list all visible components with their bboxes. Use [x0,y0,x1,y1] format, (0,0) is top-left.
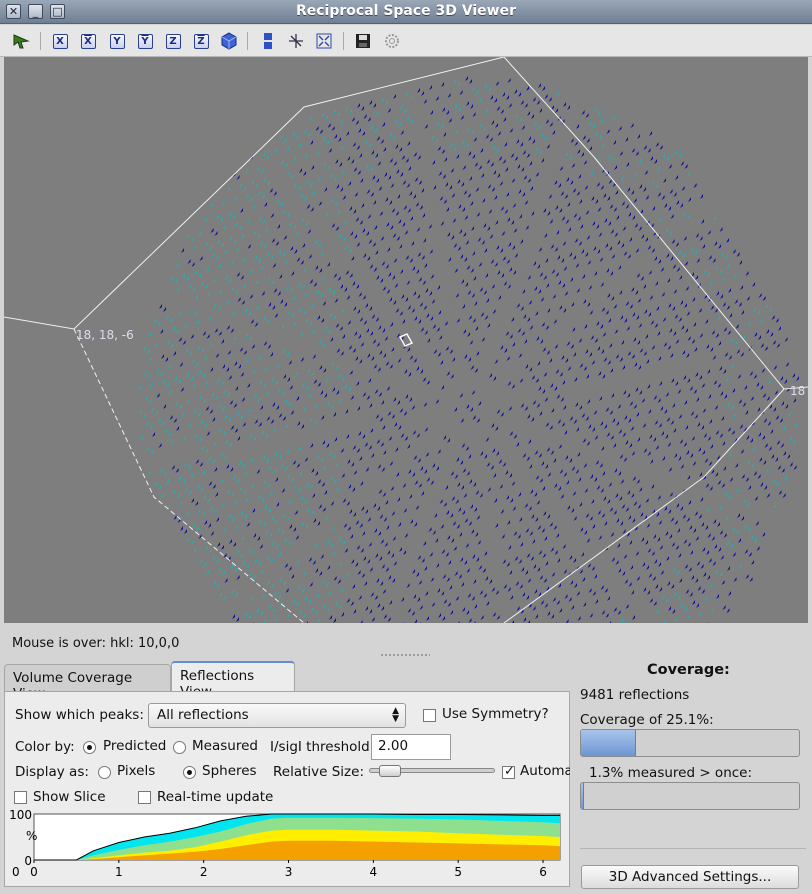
view-y-icon[interactable]: Y [106,30,128,52]
color-predicted-radio[interactable] [83,741,96,754]
toolbar-separator [247,32,248,50]
display-as-label: Display as: [15,764,89,780]
toolbar: X X Y Y Z Z [0,25,812,57]
select-tool-icon[interactable] [10,30,32,52]
y-tick-label-cut: 0 [12,865,20,879]
minimize-icon[interactable]: _ [28,4,43,19]
y-tick-label: 0 [24,854,32,868]
reflection-dots [138,76,799,623]
maximize-icon[interactable]: □ [50,4,65,19]
realtime-update-label: Real-time update [157,789,274,805]
tab-volume-coverage[interactable]: Volume Coverage View [4,664,171,702]
corner-label-right: 18 [790,384,805,398]
threshold-input[interactable]: 2.00 [371,734,451,760]
view-x-icon[interactable]: X [49,30,71,52]
x-tick-label: 1 [115,865,123,879]
window-title: Reciprocal Space 3D Viewer [295,3,516,19]
show-slice-label: Show Slice [33,789,106,805]
x-tick-label: 3 [285,865,293,879]
color-by-label: Color by: [15,739,75,755]
y-tick-label: 100 [10,808,32,822]
view-z-icon[interactable]: Z [162,30,184,52]
use-symmetry-checkbox[interactable] [423,709,436,722]
color-predicted-label: Predicted [103,738,167,754]
cube-icon[interactable] [218,30,240,52]
chevron-updown-icon: ▲ ▼ [392,706,399,724]
histogram-outline [34,813,560,861]
tab-reflections[interactable]: Reflections View [171,661,295,700]
settings-icon[interactable] [381,30,403,52]
measured-progress-bar [580,782,800,810]
coverage-percent-label: Coverage of 25.1%: [580,712,714,728]
coverage-header: Coverage: [647,662,730,678]
show-slice-checkbox[interactable] [14,791,27,804]
toolbar-separator [40,32,41,50]
show-peaks-select[interactable]: All reflections ▲ ▼ [148,703,406,728]
reflection-count: 9481 reflections [580,687,690,703]
coverage-histogram: 100 0% 0 0 1 2 3 4 5 6 [9,808,564,882]
reflection-plot: 18, 18, -6 18 [4,57,808,623]
y-axis-label: % [26,829,37,843]
x-tick-label: 4 [370,865,378,879]
close-icon[interactable]: ✕ [6,4,21,19]
splitter-handle[interactable] [380,653,430,657]
histogram-series-3 [34,840,560,860]
automatic-checkbox[interactable] [502,764,515,779]
x-tick-label: 5 [454,865,462,879]
automatic-label: Automa [520,763,570,779]
display-spheres-radio[interactable] [183,766,196,779]
axes-icon[interactable] [285,30,307,52]
corner-label-left: 18, 18, -6 [76,328,134,342]
view-neg-x-icon[interactable]: X [77,30,99,52]
title-bar: ✕ _ □ Reciprocal Space 3D Viewer [0,0,812,24]
slice-icon[interactable] [257,30,279,52]
x-tick-label: 0 [30,865,38,879]
measured-progress-fill [581,783,584,809]
realtime-update-checkbox[interactable] [138,791,151,804]
show-peaks-label: Show which peaks: [15,707,144,723]
histogram-svg: 100 0% 0 0 1 2 3 4 5 6 [9,808,561,879]
x-tick-label: 6 [539,865,547,879]
relative-size-slider-handle[interactable] [379,765,402,777]
save-icon[interactable] [352,30,374,52]
fit-view-icon[interactable] [313,30,335,52]
view-neg-z-icon[interactable]: Z [190,30,212,52]
display-pixels-radio[interactable] [98,766,111,779]
threshold-label: I/sigI threshold [270,739,370,755]
mouse-over-status: Mouse is over: hkl: 10,0,0 [12,636,180,651]
measured-once-label: 1.3% measured > once: [589,765,753,781]
mouse-cursor-marker [399,333,413,347]
advanced-settings-button[interactable]: 3D Advanced Settings... [581,865,799,889]
display-spheres-label: Spheres [202,763,257,779]
x-tick-label: 2 [200,865,208,879]
color-measured-label: Measured [192,738,258,754]
coverage-progress-bar [580,729,800,757]
display-pixels-label: Pixels [117,763,156,779]
relative-size-label: Relative Size: [273,764,364,780]
relative-size-slider-track[interactable] [369,768,495,773]
toolbar-separator [343,32,344,50]
bounding-box-lines [4,57,808,623]
divider [580,848,806,849]
show-peaks-value: All reflections [157,707,249,723]
use-symmetry-label: Use Symmetry? [442,706,549,722]
reciprocal-space-view[interactable]: 18, 18, -6 18 [4,57,808,623]
coverage-progress-fill [581,730,636,756]
view-neg-y-icon[interactable]: Y [134,30,156,52]
color-measured-radio[interactable] [173,741,186,754]
